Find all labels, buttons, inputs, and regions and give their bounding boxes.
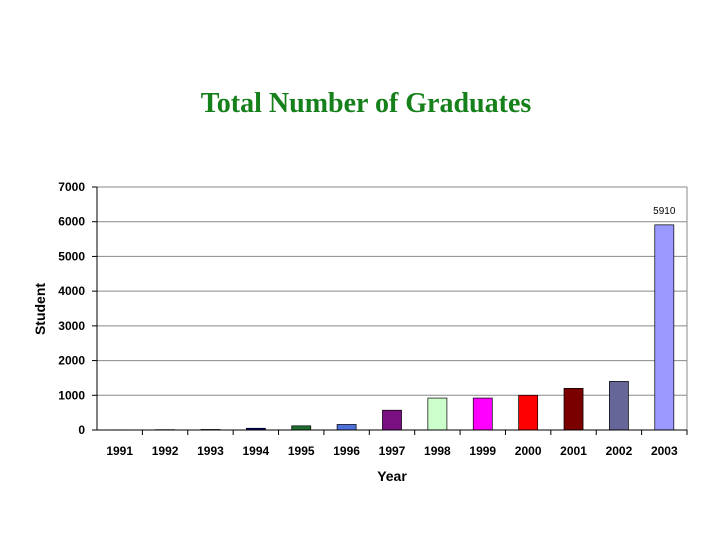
x-tick-label: 2000 bbox=[515, 444, 542, 458]
y-tick-label: 4000 bbox=[58, 284, 85, 298]
bar-1998 bbox=[427, 397, 448, 431]
bar-1997 bbox=[382, 409, 402, 431]
x-tick-label: 1998 bbox=[424, 444, 451, 458]
chart-title: Total Number of Graduates bbox=[200, 88, 532, 119]
bar-1999 bbox=[472, 397, 493, 431]
y-tick-label: 3000 bbox=[58, 319, 85, 333]
bar-1996 bbox=[336, 424, 357, 431]
x-tick-label: 1994 bbox=[242, 444, 269, 458]
bar-1995 bbox=[291, 425, 312, 431]
x-tick-label: 1991 bbox=[106, 444, 133, 458]
x-tick-label: 2001 bbox=[560, 444, 587, 458]
y-tick-label: 0 bbox=[78, 423, 85, 437]
x-tick-label: 2003 bbox=[651, 444, 678, 458]
y-axis-label: Student bbox=[32, 283, 48, 335]
x-tick-label: 1999 bbox=[469, 444, 496, 458]
y-tick-label: 7000 bbox=[58, 180, 85, 194]
y-tick-label: 6000 bbox=[58, 215, 85, 229]
bar-2001 bbox=[563, 387, 584, 431]
y-tick-label: 1000 bbox=[58, 388, 85, 402]
bar-2000 bbox=[518, 394, 539, 431]
y-tick-label: 5000 bbox=[58, 249, 85, 263]
x-tick-label: 1997 bbox=[379, 444, 406, 458]
x-tick-label: 1996 bbox=[333, 444, 360, 458]
x-tick-label: 1992 bbox=[152, 444, 179, 458]
y-tick-label: 2000 bbox=[58, 354, 85, 368]
data-label: 5910 bbox=[653, 206, 676, 217]
bar-2002 bbox=[609, 381, 629, 431]
x-tick-label: 1993 bbox=[197, 444, 224, 458]
x-tick-label: 2002 bbox=[606, 444, 633, 458]
x-axis-label: Year bbox=[377, 468, 407, 484]
bar-2003 bbox=[654, 224, 675, 431]
x-tick-label: 1995 bbox=[288, 444, 315, 458]
